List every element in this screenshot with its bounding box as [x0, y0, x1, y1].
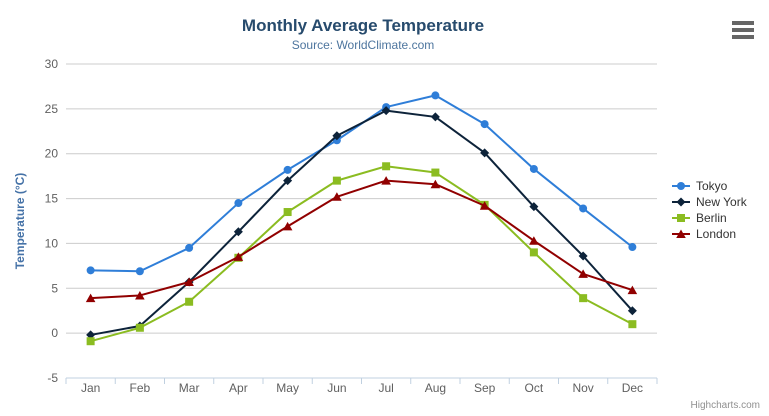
triangle-marker-icon [578, 269, 588, 278]
chart-title: Monthly Average Temperature [242, 16, 484, 35]
y-tick-label: 15 [45, 192, 59, 206]
square-marker-icon [431, 168, 440, 177]
circle-marker-icon [135, 267, 144, 276]
axes [65, 377, 658, 384]
y-tick-label: 30 [45, 57, 59, 71]
x-tick-label: Jun [327, 381, 346, 395]
chart-subtitle: Source: WorldClimate.com [292, 38, 435, 52]
square-marker-icon [529, 248, 538, 257]
y-tick-label: 5 [51, 281, 58, 295]
series-line [89, 94, 634, 273]
legend-item-berlin[interactable]: Berlin [672, 211, 727, 225]
triangle-marker-icon [529, 236, 539, 245]
square-marker-icon [283, 208, 292, 217]
triangle-marker-icon [479, 201, 490, 210]
circle-marker-icon [283, 165, 292, 174]
series-lines [85, 91, 638, 346]
x-tick-label: May [276, 381, 299, 395]
series-london[interactable] [85, 176, 638, 303]
legend-label: New York [696, 195, 748, 209]
circle-marker-icon [529, 164, 538, 173]
series-new-york[interactable] [86, 106, 637, 340]
square-marker-icon [628, 320, 637, 329]
circle-marker-icon [86, 266, 95, 275]
legend-label: London [696, 227, 736, 241]
circle-marker-icon [234, 199, 243, 208]
diamond-marker-icon [627, 306, 637, 316]
diamond-marker-icon [676, 197, 686, 207]
y-tick-label: -5 [47, 371, 58, 385]
triangle-marker-icon [233, 252, 244, 261]
series-tokyo[interactable] [86, 91, 637, 276]
diamond-marker-icon [578, 251, 588, 261]
x-tick-label: Aug [425, 381, 446, 395]
y-tick-label: 10 [45, 236, 59, 250]
series-line [89, 179, 634, 300]
hamburger-icon [732, 35, 754, 39]
legend-label: Tokyo [696, 179, 728, 193]
y-tick-label: 0 [51, 326, 58, 340]
square-marker-icon [332, 176, 341, 185]
highcharts-credit-link[interactable]: Highcharts.com [690, 400, 760, 411]
circle-marker-icon [185, 243, 194, 252]
square-marker-icon [579, 294, 588, 303]
diamond-marker-icon [480, 148, 490, 158]
diamond-marker-icon [233, 227, 243, 237]
legend-label: Berlin [696, 211, 727, 225]
diamond-marker-icon [529, 202, 539, 212]
x-tick-label: Jan [81, 381, 100, 395]
triangle-marker-icon [676, 229, 686, 238]
circle-marker-icon [480, 120, 489, 129]
diamond-marker-icon [283, 176, 293, 186]
hamburger-icon [732, 28, 754, 32]
gridlines [66, 63, 657, 334]
x-tick-label: Nov [572, 381, 593, 395]
legend: Tokyo New York Berlin London [672, 179, 748, 241]
x-tick-label: Oct [525, 381, 544, 395]
x-tick-label: Jul [378, 381, 393, 395]
triangle-marker-icon [381, 176, 391, 185]
triangle-marker-icon [184, 277, 194, 287]
circle-marker-icon [628, 243, 637, 252]
x-tick-label: Dec [622, 381, 643, 395]
x-tick-label: Sep [474, 381, 496, 395]
y-axis-title: Temperature (°C) [13, 173, 27, 270]
circle-marker-icon [677, 182, 685, 190]
series-line [89, 165, 634, 343]
triangle-marker-icon [135, 290, 145, 300]
triangle-marker-icon [282, 221, 293, 231]
legend-item-tokyo[interactable]: Tokyo [672, 179, 728, 193]
square-marker-icon [86, 337, 95, 346]
circle-marker-icon [431, 91, 440, 100]
y-tick-label: 20 [45, 147, 59, 161]
x-tick-label: Apr [229, 381, 248, 395]
x-tick-label: Mar [179, 381, 200, 395]
diamond-marker-icon [86, 330, 96, 340]
axis-labels: -5 0 5 10 15 20 25 30 Jan Feb Mar Apr May Jun Jul Aug Se… [45, 57, 643, 395]
triangle-marker-icon [430, 179, 441, 189]
x-tick-label: Feb [130, 381, 151, 395]
diamond-marker-icon [332, 131, 342, 141]
square-marker-icon [185, 297, 194, 306]
context-menu-button[interactable] [732, 20, 756, 40]
triangle-marker-icon [627, 285, 638, 295]
diamond-marker-icon [430, 112, 440, 122]
square-marker-icon [135, 323, 144, 332]
square-marker-icon [677, 214, 685, 222]
triangle-marker-icon [332, 192, 342, 201]
square-marker-icon [382, 162, 391, 171]
circle-marker-icon [579, 204, 588, 213]
series-line [89, 109, 634, 336]
legend-item-new-york[interactable]: New York [672, 195, 748, 209]
y-tick-label: 25 [45, 102, 59, 116]
legend-item-london[interactable]: London [672, 227, 736, 241]
triangle-marker-icon [85, 293, 96, 303]
hamburger-icon [732, 21, 754, 25]
diamond-marker-icon [381, 106, 391, 116]
